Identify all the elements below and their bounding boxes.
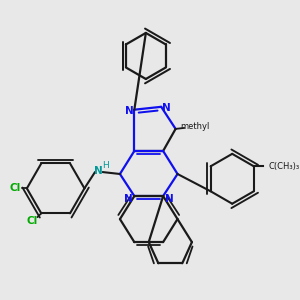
Text: N: N — [124, 194, 133, 204]
Text: N: N — [164, 194, 173, 204]
Text: Cl: Cl — [10, 183, 21, 194]
Text: N: N — [125, 106, 134, 116]
Text: N: N — [94, 166, 103, 176]
Text: H: H — [102, 161, 109, 170]
Text: Cl: Cl — [26, 216, 37, 226]
Text: methyl: methyl — [180, 122, 209, 131]
Text: C(CH₃)₃: C(CH₃)₃ — [269, 162, 300, 171]
Text: N: N — [162, 103, 170, 113]
